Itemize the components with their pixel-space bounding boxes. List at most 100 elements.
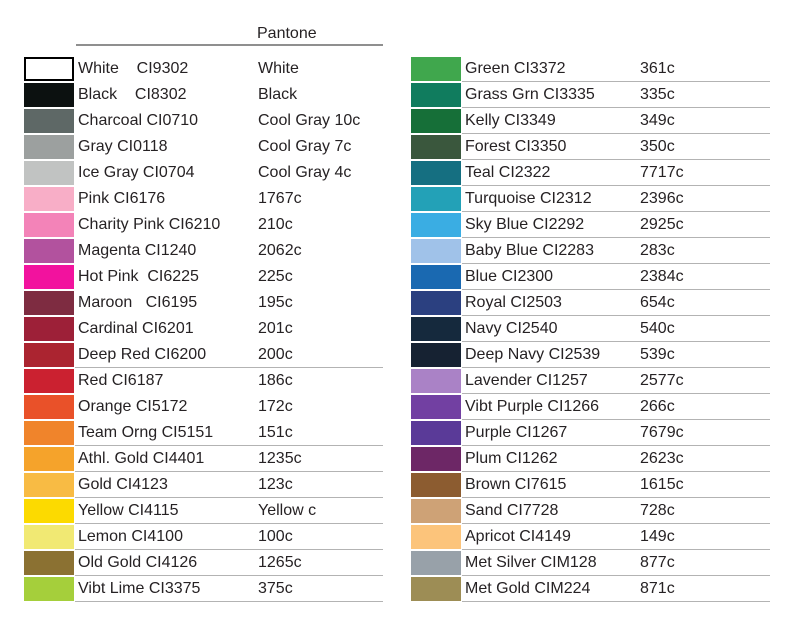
color-name-label: Charity Pink CI6210 [78, 216, 221, 233]
pantone-value: Cool Gray 10c [258, 112, 361, 129]
color-swatch [411, 343, 461, 367]
pantone-value: 172c [258, 398, 293, 415]
color-name-label: Ice Gray CI0704 [78, 164, 195, 181]
color-row: Red CI6187 186c [24, 369, 383, 395]
color-name-label: Orange CI5172 [78, 398, 188, 415]
color-name-label: Teal CI2322 [465, 164, 551, 181]
color-swatch [24, 551, 74, 575]
color-swatch [24, 421, 74, 445]
color-swatch [411, 577, 461, 601]
color-name-label: Brown CI7615 [465, 476, 567, 493]
color-swatch [24, 577, 74, 601]
pantone-value: 2577c [640, 372, 684, 389]
pantone-value: 335c [640, 86, 675, 103]
color-name-label: Royal CI2503 [465, 294, 562, 311]
color-name-label: Grass Grn CI3335 [465, 86, 595, 103]
pantone-value: 2062c [258, 242, 302, 259]
color-name-label: Old Gold CI4126 [78, 554, 198, 571]
pantone-value: 728c [640, 502, 675, 519]
pantone-value: 151c [258, 424, 293, 441]
color-name-label: Team Orng CI5151 [78, 424, 214, 441]
pantone-value: 539c [640, 346, 675, 363]
color-name-label: Sand CI7728 [465, 502, 559, 519]
pantone-value: 7717c [640, 164, 684, 181]
color-name-label: Charcoal CI0710 [78, 112, 199, 129]
color-row: Orange CI5172 172c [24, 395, 383, 421]
pantone-value: 100c [258, 528, 293, 545]
color-name-label: Met Gold CIM224 [465, 580, 591, 597]
color-swatch [411, 473, 461, 497]
pantone-value: 201c [258, 320, 293, 337]
color-row: White CI9302 White [24, 57, 383, 83]
pantone-value: 195c [258, 294, 293, 311]
color-swatch [411, 265, 461, 289]
color-row: Ice Gray CI0704 Cool Gray 4c [24, 161, 383, 187]
pantone-value: 210c [258, 216, 293, 233]
color-row: Sand CI7728 728c [411, 499, 770, 525]
color-swatch [411, 317, 461, 341]
color-row: Black CI8302 Black [24, 83, 383, 109]
color-swatch [24, 213, 74, 237]
pantone-value: 349c [640, 112, 675, 129]
pantone-value: Yellow c [258, 502, 317, 519]
color-swatch [411, 57, 461, 81]
color-row: Met Gold CIM224 871c [411, 577, 770, 603]
color-swatch [411, 239, 461, 263]
color-row: Old Gold CI4126 1265c [24, 551, 383, 577]
pantone-value: 1767c [258, 190, 302, 207]
color-swatch [411, 499, 461, 523]
color-name-label: Gray CI0118 [78, 138, 168, 155]
color-name-label: Sky Blue CI2292 [465, 216, 585, 233]
pantone-value: 375c [258, 580, 293, 597]
color-swatch [24, 369, 74, 393]
color-row: Green CI3372 361c [411, 57, 770, 83]
color-row: Kelly CI3349 349c [411, 109, 770, 135]
color-name-label: Navy CI2540 [465, 320, 558, 337]
header-divider [76, 44, 383, 46]
color-row: Navy CI2540 540c [411, 317, 770, 343]
color-row: Charity Pink CI6210 210c [24, 213, 383, 239]
color-row: Grass Grn CI3335 335c [411, 83, 770, 109]
color-row: Vibt Purple CI1266 266c [411, 395, 770, 421]
color-swatch [411, 161, 461, 185]
color-row: Magenta CI1240 2062c [24, 239, 383, 265]
color-swatch [411, 551, 461, 575]
pantone-value: 2925c [640, 216, 684, 233]
color-swatch [24, 109, 74, 133]
color-swatch [24, 83, 74, 107]
color-row: Purple CI1267 7679c [411, 421, 770, 447]
color-swatch [411, 213, 461, 237]
color-swatch [411, 83, 461, 107]
pantone-value: 123c [258, 476, 293, 493]
color-name-label: Black CI8302 [78, 86, 187, 103]
pantone-value: 361c [640, 60, 675, 77]
color-swatch [24, 343, 74, 367]
color-row: Team Orng CI5151 151c [24, 421, 383, 447]
color-name-label: Plum CI1262 [465, 450, 558, 467]
color-swatch [411, 395, 461, 419]
pantone-value: 283c [640, 242, 675, 259]
color-name-label: Yellow CI4115 [78, 502, 179, 519]
color-name-label: Maroon CI6195 [78, 294, 198, 311]
color-swatch [24, 317, 74, 341]
pantone-value: 1235c [258, 450, 302, 467]
pantone-value: 225c [258, 268, 293, 285]
pantone-value: White [258, 60, 299, 77]
color-swatch [24, 239, 74, 263]
color-name-label: Deep Navy CI2539 [465, 346, 601, 363]
color-name-label: Pink CI6176 [78, 190, 166, 207]
color-column-left: White CI9302 White Black CI8302 Black Charco… [24, 57, 383, 603]
color-name-label: Vibt Lime CI3375 [78, 580, 201, 597]
color-name-label: White CI9302 [78, 60, 189, 77]
pantone-value: 186c [258, 372, 293, 389]
pantone-value: 871c [640, 580, 675, 597]
pantone-value: 1265c [258, 554, 302, 571]
color-swatch [24, 395, 74, 419]
color-name-label: Kelly CI3349 [465, 112, 556, 129]
color-row: Sky Blue CI2292 2925c [411, 213, 770, 239]
color-swatch [24, 265, 74, 289]
color-name-label: Cardinal CI6201 [78, 320, 194, 337]
color-name-label: Met Silver CIM128 [465, 554, 597, 571]
color-column-right: Green CI3372 361c Grass Grn CI3335 335c Kell… [411, 57, 770, 603]
color-name-label: Apricot CI4149 [465, 528, 571, 545]
